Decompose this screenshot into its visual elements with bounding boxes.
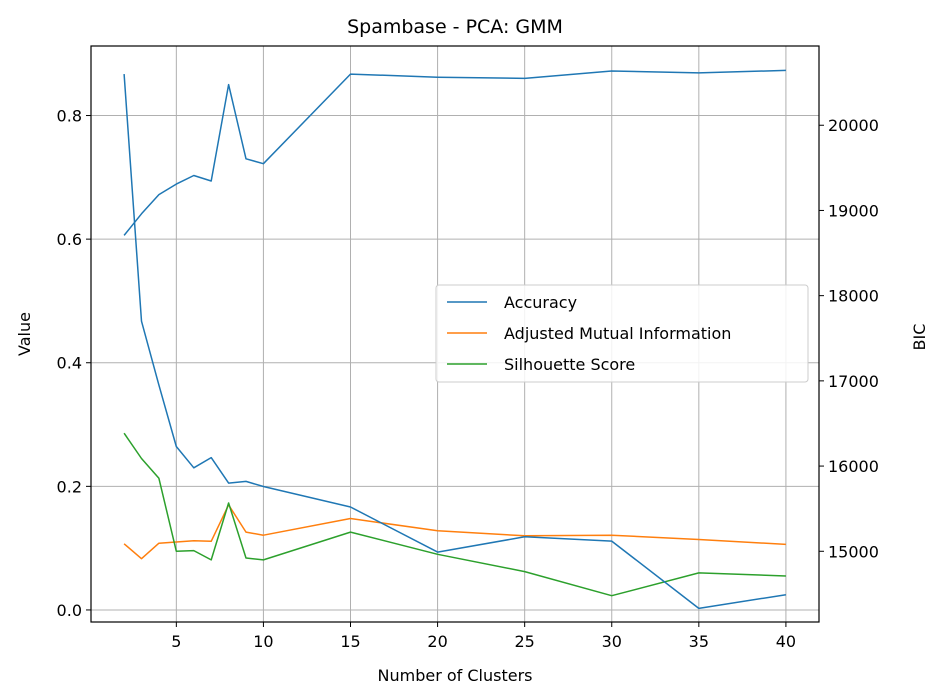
series-layer	[123, 69, 787, 610]
y2-tick-label: 18000	[828, 287, 879, 306]
chart-title: Spambase - PCA: GMM	[347, 16, 563, 38]
y2-tick-label: 15000	[828, 542, 879, 561]
y2-tick-label: 17000	[828, 372, 879, 391]
x-tick-label: 35	[689, 632, 709, 651]
y-axis-right: 15000 16000 17000 18000 19000 20000	[819, 116, 879, 561]
y-tick-label: 0.2	[57, 477, 82, 496]
legend-label-adjusted-mutual-information: Adjusted Mutual Information	[504, 324, 731, 343]
series-line-accuracy	[123, 69, 786, 236]
y2-axis-label: BIC	[910, 324, 929, 351]
x-tick-label: 15	[340, 632, 360, 651]
legend-box	[435, 284, 809, 383]
x-tick-label: 10	[253, 632, 273, 651]
legend: Accuracy Adjusted Mutual Information Silho…	[435, 284, 809, 383]
x-tick-label: 40	[776, 632, 796, 651]
y-tick-label: 0.8	[57, 107, 82, 126]
x-tick-label: 5	[171, 632, 181, 651]
series-line-bic	[123, 74, 787, 610]
y-axis-label: Value	[15, 312, 34, 356]
x-tick-label: 30	[602, 632, 622, 651]
y2-tick-label: 19000	[828, 201, 879, 220]
x-axis-label: Number of Clusters	[378, 666, 533, 685]
series-line-silhouette-score	[123, 432, 786, 597]
y2-tick-label: 16000	[828, 457, 879, 476]
y-tick-label: 0.6	[57, 230, 82, 249]
plot-frame	[90, 45, 820, 623]
y-axis-left: 0.0 0.2 0.4 0.6 0.8	[57, 107, 91, 620]
y2-tick-label: 20000	[828, 116, 879, 135]
series-line-adjusted-mutual-information	[123, 504, 786, 560]
x-axis: 5 10 15 20 25 30 35 40	[171, 622, 796, 651]
legend-label-accuracy: Accuracy	[504, 293, 577, 312]
y-tick-label: 0.0	[57, 601, 82, 620]
legend-label-silhouette-score: Silhouette Score	[504, 355, 635, 374]
x-tick-label: 20	[427, 632, 447, 651]
x-tick-label: 25	[514, 632, 534, 651]
y-tick-label: 0.4	[57, 354, 82, 373]
